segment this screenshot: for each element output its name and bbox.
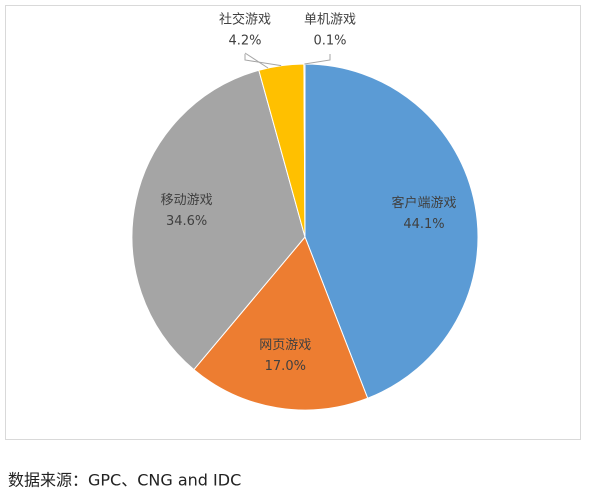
slice-label: 单机游戏 [304,13,356,28]
slice-label: 网页游戏 [259,338,311,353]
slice-label: 社交游戏 [219,12,271,28]
slice-label: 客户端游戏 [392,195,457,211]
value-label: 0.1% [313,34,346,49]
pie-slice [131,69,306,371]
leader-line [244,52,269,69]
pie-slice [304,63,479,399]
value-label: 17.0% [265,359,306,374]
value-label: 44.1% [403,217,444,232]
leader-line [304,54,331,65]
leader-line [244,54,282,67]
value-label: 4.2% [228,34,261,49]
source-note: 数据来源：GPC、CNG and IDC [8,471,241,490]
pie-slice [193,236,369,411]
value-label: 34.6% [166,214,207,229]
slice-label: 移动游戏 [161,193,213,208]
